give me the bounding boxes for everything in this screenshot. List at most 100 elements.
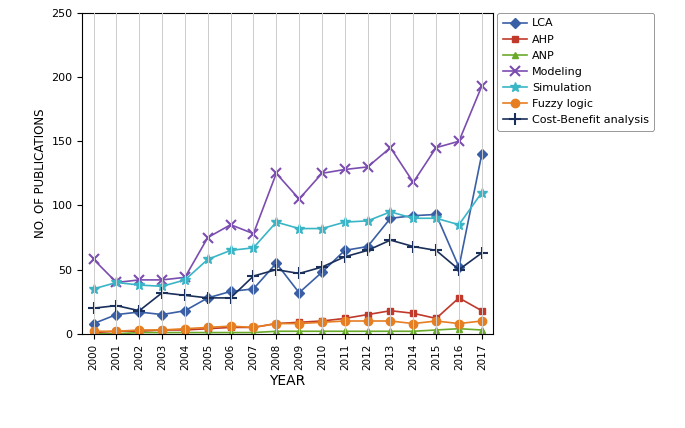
Fuzzy logic [227, 324, 235, 329]
Modeling [318, 171, 326, 176]
LCA [135, 309, 143, 315]
Fuzzy logic [90, 329, 98, 334]
ANP [203, 330, 212, 335]
Modeling [181, 275, 189, 280]
ANP [181, 330, 189, 335]
Simulation [203, 257, 212, 262]
LCA [295, 290, 303, 295]
Simulation [318, 226, 326, 231]
Fuzzy logic [203, 325, 212, 330]
Fuzzy logic [249, 325, 258, 330]
ANP [272, 329, 280, 334]
Modeling [477, 83, 486, 89]
AHP [364, 312, 372, 317]
Simulation [272, 220, 280, 225]
AHP [272, 321, 280, 326]
Modeling [386, 145, 395, 150]
Fuzzy logic [386, 318, 395, 324]
AHP [432, 316, 440, 321]
Fuzzy logic [318, 320, 326, 325]
Fuzzy logic [432, 318, 440, 324]
Simulation [409, 216, 417, 221]
Line: LCA: LCA [90, 151, 485, 327]
Simulation [455, 222, 463, 227]
Cost-Benefit analysis [340, 254, 349, 259]
Modeling [249, 231, 258, 236]
Modeling [340, 167, 349, 172]
Fuzzy logic [364, 318, 372, 324]
Cost-Benefit analysis [477, 250, 486, 256]
Cost-Benefit analysis [295, 271, 303, 276]
Simulation [227, 248, 235, 253]
Modeling [295, 196, 303, 202]
LCA [364, 244, 372, 249]
LCA [386, 216, 395, 221]
Cost-Benefit analysis [432, 248, 440, 253]
Modeling [432, 145, 440, 150]
Cost-Benefit analysis [272, 267, 280, 272]
AHP [477, 308, 486, 313]
Simulation [90, 286, 98, 291]
LCA [477, 152, 486, 157]
LCA [158, 312, 166, 317]
Cost-Benefit analysis [227, 295, 235, 300]
Cost-Benefit analysis [135, 308, 143, 313]
Cost-Benefit analysis [181, 293, 189, 298]
LCA [112, 312, 121, 317]
Cost-Benefit analysis [455, 267, 463, 272]
Modeling [227, 222, 235, 227]
Fuzzy logic [295, 321, 303, 326]
Fuzzy logic [135, 327, 143, 333]
AHP [455, 295, 463, 300]
Cost-Benefit analysis [158, 290, 166, 295]
AHP [227, 325, 235, 330]
LCA [432, 212, 440, 217]
Modeling [135, 277, 143, 282]
AHP [181, 327, 189, 333]
X-axis label: YEAR: YEAR [270, 374, 306, 388]
Line: Modeling: Modeling [89, 81, 486, 287]
Line: Fuzzy logic: Fuzzy logic [90, 317, 486, 336]
Line: ANP: ANP [90, 325, 485, 337]
ANP [364, 329, 372, 334]
AHP [112, 329, 121, 334]
Modeling [158, 277, 166, 282]
AHP [409, 311, 417, 316]
Simulation [432, 216, 440, 221]
Simulation [386, 209, 395, 214]
AHP [318, 318, 326, 324]
ANP [158, 330, 166, 335]
Line: Cost-Benefit analysis: Cost-Benefit analysis [88, 235, 487, 316]
LCA [409, 213, 417, 218]
LCA [203, 295, 212, 300]
Line: AHP: AHP [90, 294, 485, 336]
AHP [135, 329, 143, 334]
Cost-Benefit analysis [90, 306, 98, 311]
AHP [295, 320, 303, 325]
LCA [181, 308, 189, 313]
Simulation [295, 226, 303, 231]
ANP [112, 331, 121, 336]
ANP [477, 327, 486, 333]
Cost-Benefit analysis [364, 248, 372, 253]
Fuzzy logic [455, 321, 463, 326]
ANP [135, 330, 143, 335]
ANP [409, 329, 417, 334]
Fuzzy logic [181, 326, 189, 331]
ANP [249, 330, 258, 335]
LCA [272, 261, 280, 266]
Cost-Benefit analysis [249, 273, 258, 279]
Modeling [455, 139, 463, 144]
AHP [158, 327, 166, 333]
ANP [227, 330, 235, 335]
Cost-Benefit analysis [409, 244, 417, 249]
ANP [90, 331, 98, 336]
LCA [455, 265, 463, 270]
Cost-Benefit analysis [386, 238, 395, 243]
LCA [249, 286, 258, 291]
ANP [340, 329, 349, 334]
Simulation [340, 220, 349, 225]
ANP [432, 327, 440, 333]
Simulation [181, 277, 189, 282]
Legend: LCA, AHP, ANP, Modeling, Simulation, Fuzzy logic, Cost-Benefit analysis: LCA, AHP, ANP, Modeling, Simulation, Fuz… [497, 13, 654, 131]
